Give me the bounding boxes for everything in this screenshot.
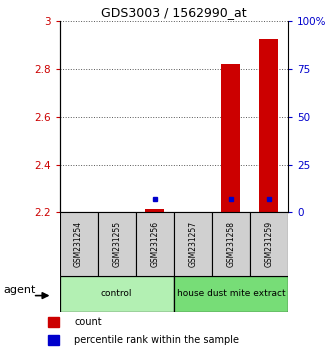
Text: GSM231256: GSM231256 [150, 221, 159, 267]
Bar [260, 39, 278, 212]
Text: control: control [101, 289, 132, 298]
Text: GSM231257: GSM231257 [188, 221, 197, 267]
Bar [174, 276, 288, 312]
Bar [60, 276, 174, 312]
Bar [145, 209, 164, 212]
Bar [98, 212, 136, 276]
Bar [212, 212, 250, 276]
Title: GDS3003 / 1562990_at: GDS3003 / 1562990_at [101, 6, 247, 19]
Text: percentile rank within the sample: percentile rank within the sample [74, 335, 239, 345]
Text: GSM231254: GSM231254 [74, 221, 83, 267]
Text: GSM231258: GSM231258 [226, 221, 235, 267]
Text: GSM231259: GSM231259 [264, 221, 273, 267]
Bar [250, 212, 288, 276]
Text: GSM231255: GSM231255 [112, 221, 121, 267]
Bar [48, 318, 59, 327]
Bar [174, 212, 212, 276]
Bar [221, 64, 240, 212]
Text: house dust mite extract: house dust mite extract [176, 289, 285, 298]
Text: count: count [74, 318, 102, 327]
Bar [48, 335, 59, 345]
Bar [60, 212, 98, 276]
Bar [136, 212, 174, 276]
Text: agent: agent [3, 285, 35, 295]
